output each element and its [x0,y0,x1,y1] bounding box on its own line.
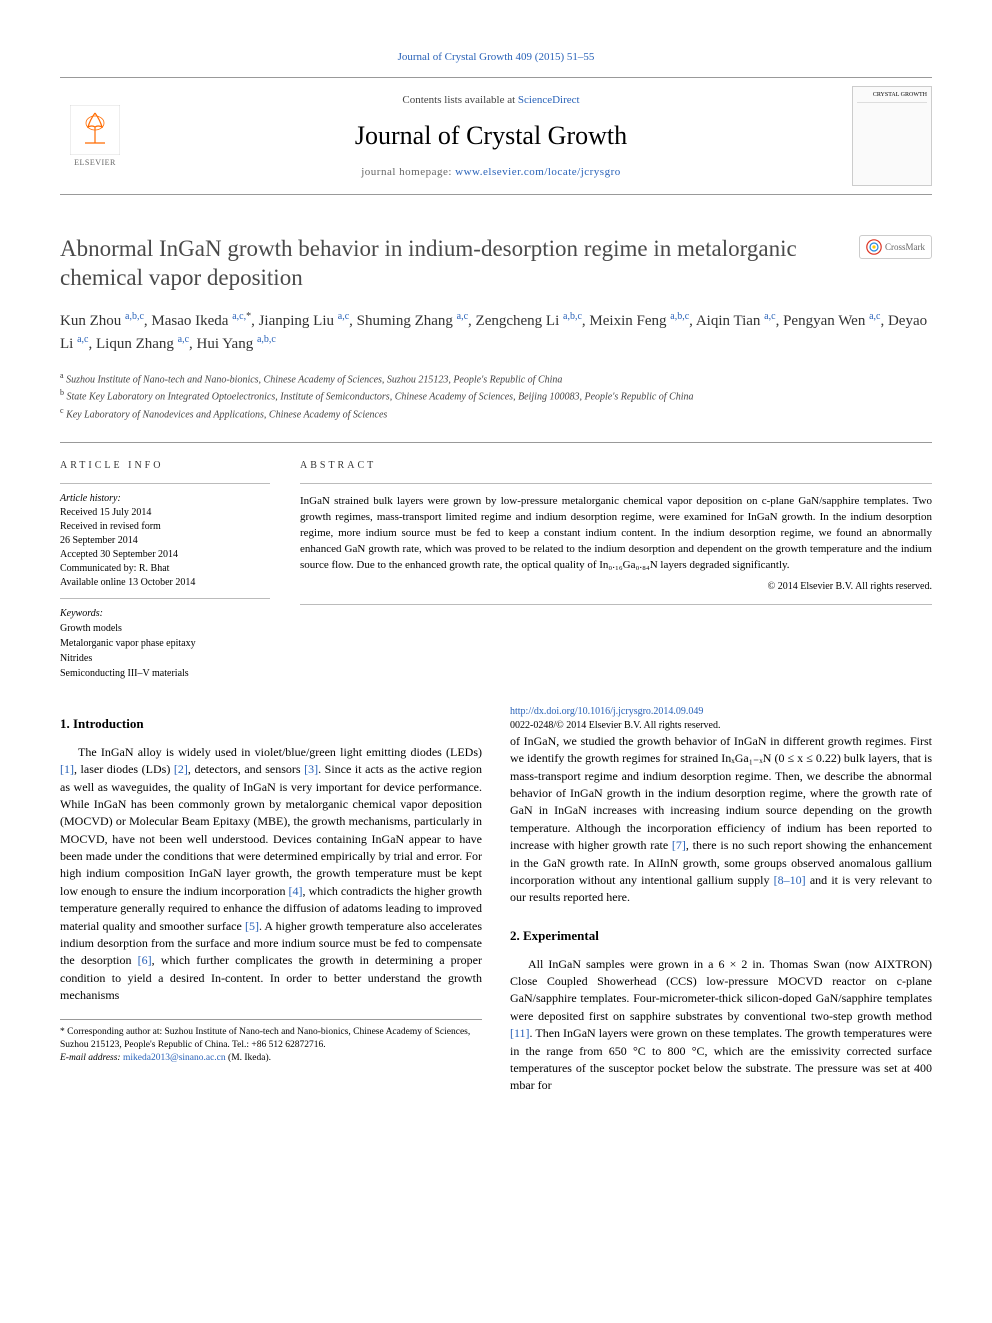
homepage-prefix: journal homepage: [361,166,455,178]
corresponding-author-footnote: * Corresponding author at: Suzhou Instit… [60,1019,482,1066]
email-suffix: (M. Ikeda). [226,1053,271,1063]
history-line: Communicated by: R. Bhat [60,562,270,576]
author-list: Kun Zhou a,b,c, Masao Ikeda a,c,*, Jianp… [60,309,932,356]
journal-header: ELSEVIER Contents lists available at Sci… [60,77,932,195]
crossmark-badge[interactable]: CrossMark [859,235,932,260]
sciencedirect-link[interactable]: ScienceDirect [518,94,580,106]
journal-name: Journal of Crystal Growth [130,118,852,154]
keyword: Metalorganic vapor phase epitaxy [60,636,270,651]
body-paragraph: of InGaN, we studied the growth behavior… [510,733,932,907]
elsevier-tree-icon [70,105,120,155]
history-line: Available online 13 October 2014 [60,576,270,590]
history-label: Article history: [60,492,270,506]
section-1-heading: 1. Introduction [60,715,482,734]
elsevier-logo: ELSEVIER [60,96,130,176]
affiliations: a Suzhou Institute of Nano-tech and Nano… [60,370,932,422]
keywords-label: Keywords: [60,607,270,621]
section-2-heading: 2. Experimental [510,927,932,946]
crossmark-label: CrossMark [885,241,925,254]
article-info-heading: ARTICLE INFO [60,459,270,473]
keyword: Nitrides [60,651,270,666]
article-body: 1. Introduction The InGaN alloy is widel… [60,705,932,1095]
keyword: Growth models [60,621,270,636]
email-label: E-mail address: [60,1053,123,1063]
elsevier-label: ELSEVIER [74,157,116,168]
history-line: 26 September 2014 [60,534,270,548]
cover-title-small: CRYSTAL GROWTH [857,91,927,102]
history-line: Received in revised form [60,520,270,534]
contents-available: Contents lists available at ScienceDirec… [130,93,852,108]
contents-prefix: Contents lists available at [402,94,517,106]
abstract-copyright: © 2014 Elsevier B.V. All rights reserved… [300,580,932,594]
abstract-heading: ABSTRACT [300,459,932,473]
affiliation-c: Key Laboratory of Nanodevices and Applic… [66,409,387,420]
abstract: ABSTRACT InGaN strained bulk layers were… [300,459,932,681]
journal-cover-thumb: CRYSTAL GROWTH [852,86,932,186]
doi-link[interactable]: http://dx.doi.org/10.1016/j.jcrysgro.201… [510,706,703,717]
abstract-text: InGaN strained bulk layers were grown by… [300,494,932,574]
issn-line: 0022-0248/© 2014 Elsevier B.V. All right… [510,720,720,731]
doi-block: http://dx.doi.org/10.1016/j.jcrysgro.201… [510,705,932,733]
footnote-corr: * Corresponding author at: Suzhou Instit… [60,1026,482,1053]
body-paragraph: All InGaN samples were grown in a 6 × 2 … [510,956,932,1095]
journal-homepage: journal homepage: www.elsevier.com/locat… [130,165,852,180]
affiliation-b: State Key Laboratory on Integrated Optoe… [67,392,694,403]
article-title: Abnormal InGaN growth behavior in indium… [60,235,932,293]
keyword: Semiconducting III–V materials [60,666,270,681]
email-link[interactable]: mikeda2013@sinano.ac.cn [123,1053,226,1063]
history-line: Received 15 July 2014 [60,506,270,520]
body-paragraph: The InGaN alloy is widely used in violet… [60,744,482,1005]
crossmark-icon [866,239,882,255]
journal-citation[interactable]: Journal of Crystal Growth 409 (2015) 51–… [60,50,932,65]
homepage-link[interactable]: www.elsevier.com/locate/jcrysgro [455,166,621,178]
affiliation-a: Suzhou Institute of Nano-tech and Nano-b… [66,374,562,385]
article-info: ARTICLE INFO Article history: Received 1… [60,459,270,681]
history-line: Accepted 30 September 2014 [60,548,270,562]
